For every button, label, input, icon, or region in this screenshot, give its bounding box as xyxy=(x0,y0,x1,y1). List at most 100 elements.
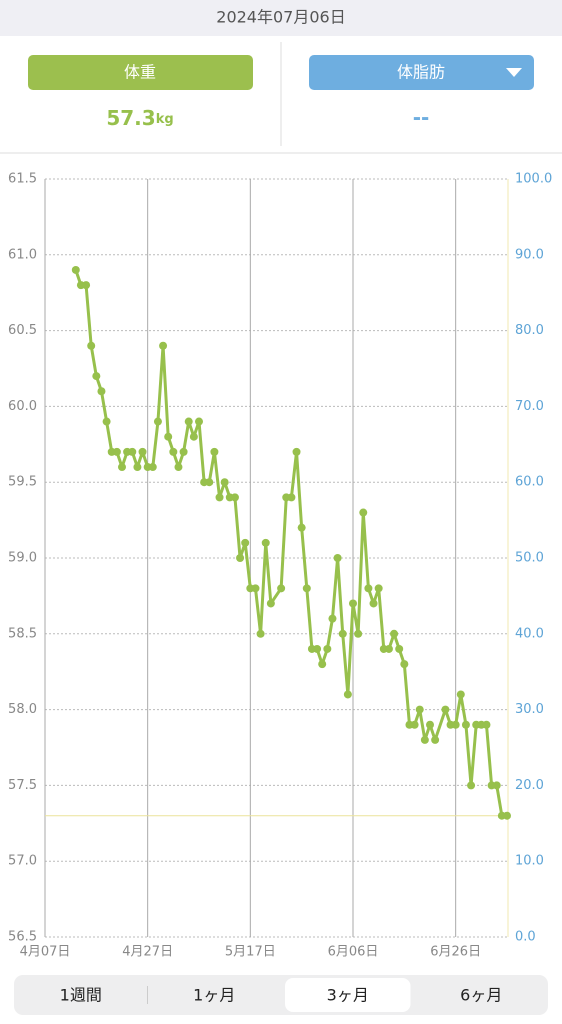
weight-point xyxy=(138,447,147,456)
weight-point xyxy=(179,447,188,456)
y-tick-label: 58.0 xyxy=(8,702,37,717)
weight-point xyxy=(431,735,440,744)
weight-point xyxy=(220,478,229,487)
weight-point xyxy=(174,463,183,472)
dropdown-icon xyxy=(506,68,522,77)
weight-point xyxy=(343,690,352,699)
weight-point xyxy=(230,493,239,502)
weight-button[interactable] xyxy=(28,55,253,90)
weight-point xyxy=(333,554,342,562)
weight-point xyxy=(467,781,476,790)
fat-button[interactable] xyxy=(309,55,534,90)
weight-point xyxy=(374,584,383,593)
weight-point xyxy=(266,599,275,608)
weight-point xyxy=(420,735,429,744)
tab[interactable]: 3ヶ月 xyxy=(327,986,369,1005)
weight-point xyxy=(313,644,322,653)
weight-point xyxy=(256,629,265,638)
weight-value: 57.3kg xyxy=(106,106,173,130)
weight-point xyxy=(87,341,96,350)
y-tick-label: 59.5 xyxy=(8,475,37,490)
y2-tick-label: 90.0 xyxy=(515,247,544,262)
weight-point xyxy=(153,417,162,426)
y-tick-label: 56.5 xyxy=(8,930,37,945)
weight-point xyxy=(338,629,347,638)
y2-tick-label: 0.0 xyxy=(515,930,536,945)
y2-tick-label: 80.0 xyxy=(515,323,544,338)
weight-point xyxy=(210,447,219,456)
date-bar xyxy=(0,0,562,36)
tab-selected xyxy=(285,978,411,1012)
y2-tick-label: 100.0 xyxy=(515,172,552,187)
x-tick-label: 4月27日 xyxy=(122,945,173,960)
weight-point xyxy=(195,417,203,426)
weight-point xyxy=(395,644,404,653)
x-tick-label: 6月06日 xyxy=(328,945,379,960)
y-tick-label: 61.5 xyxy=(8,172,37,187)
weight-point xyxy=(236,554,245,562)
weight-point xyxy=(118,463,126,472)
y2-tick-label: 30.0 xyxy=(515,702,544,717)
weight-point xyxy=(410,720,419,729)
weight-point xyxy=(503,811,511,820)
weight-point xyxy=(215,493,224,502)
y-tick-label: 60.5 xyxy=(8,323,37,338)
weight-point xyxy=(71,265,80,274)
weight-point xyxy=(482,720,491,729)
x-tick-label: 5月17日 xyxy=(225,945,276,960)
y2-tick-label: 50.0 xyxy=(515,551,544,566)
weight-point xyxy=(323,644,332,653)
weight-point xyxy=(441,705,450,714)
weight-point xyxy=(184,417,193,426)
weight-point xyxy=(287,493,296,502)
weight-point xyxy=(241,538,250,547)
y-tick-label: 59.0 xyxy=(8,551,37,566)
weight-point xyxy=(456,690,465,699)
date: 2024年07月06日 xyxy=(216,8,345,27)
weight-point xyxy=(369,599,378,608)
weight-point xyxy=(292,447,301,456)
weight-point xyxy=(354,629,363,638)
weight-point xyxy=(297,523,306,532)
y-tick-label: 57.0 xyxy=(8,854,37,869)
weight-line xyxy=(74,269,507,818)
weight-point xyxy=(415,705,424,714)
weight-point xyxy=(390,629,399,638)
y2-tick-label: 10.0 xyxy=(515,854,544,869)
weight-point xyxy=(92,372,101,381)
weight-point xyxy=(364,584,373,593)
weight-point xyxy=(148,463,157,472)
weight-point xyxy=(205,478,214,487)
y-tick-label: 60.0 xyxy=(8,399,37,414)
tab[interactable]: 6ヶ月 xyxy=(460,986,502,1005)
weight-point xyxy=(384,644,393,653)
tab[interactable]: 1ヶ月 xyxy=(193,986,235,1005)
weight-point xyxy=(128,447,137,456)
weight-point xyxy=(318,660,327,669)
weight-point xyxy=(302,584,311,593)
weight-point xyxy=(451,720,460,729)
x-tick-label: 4月07日 xyxy=(20,945,71,960)
weight-point xyxy=(492,781,501,790)
weight-point xyxy=(426,720,434,729)
tab-bar xyxy=(14,975,548,1015)
x-tick-label: 6月26日 xyxy=(430,945,481,960)
weight-point xyxy=(277,584,286,593)
weight-point xyxy=(82,281,91,290)
tab[interactable]: 1週間 xyxy=(60,986,102,1005)
weight-label: 体重 xyxy=(124,63,156,82)
y-tick-label: 61.0 xyxy=(8,247,37,262)
weight-point xyxy=(97,387,106,396)
y2-tick-label: 40.0 xyxy=(515,626,544,641)
weight-point xyxy=(169,447,178,456)
weight-point xyxy=(349,599,357,608)
y-tick-label: 57.5 xyxy=(8,778,37,793)
weight-point xyxy=(251,584,260,593)
fat-label: 体脂肪 xyxy=(397,63,445,82)
weight-point xyxy=(359,508,368,517)
weight-point xyxy=(159,341,168,350)
weight-point xyxy=(133,463,142,472)
y2-tick-label: 60.0 xyxy=(515,475,544,490)
weight-point xyxy=(328,614,337,623)
